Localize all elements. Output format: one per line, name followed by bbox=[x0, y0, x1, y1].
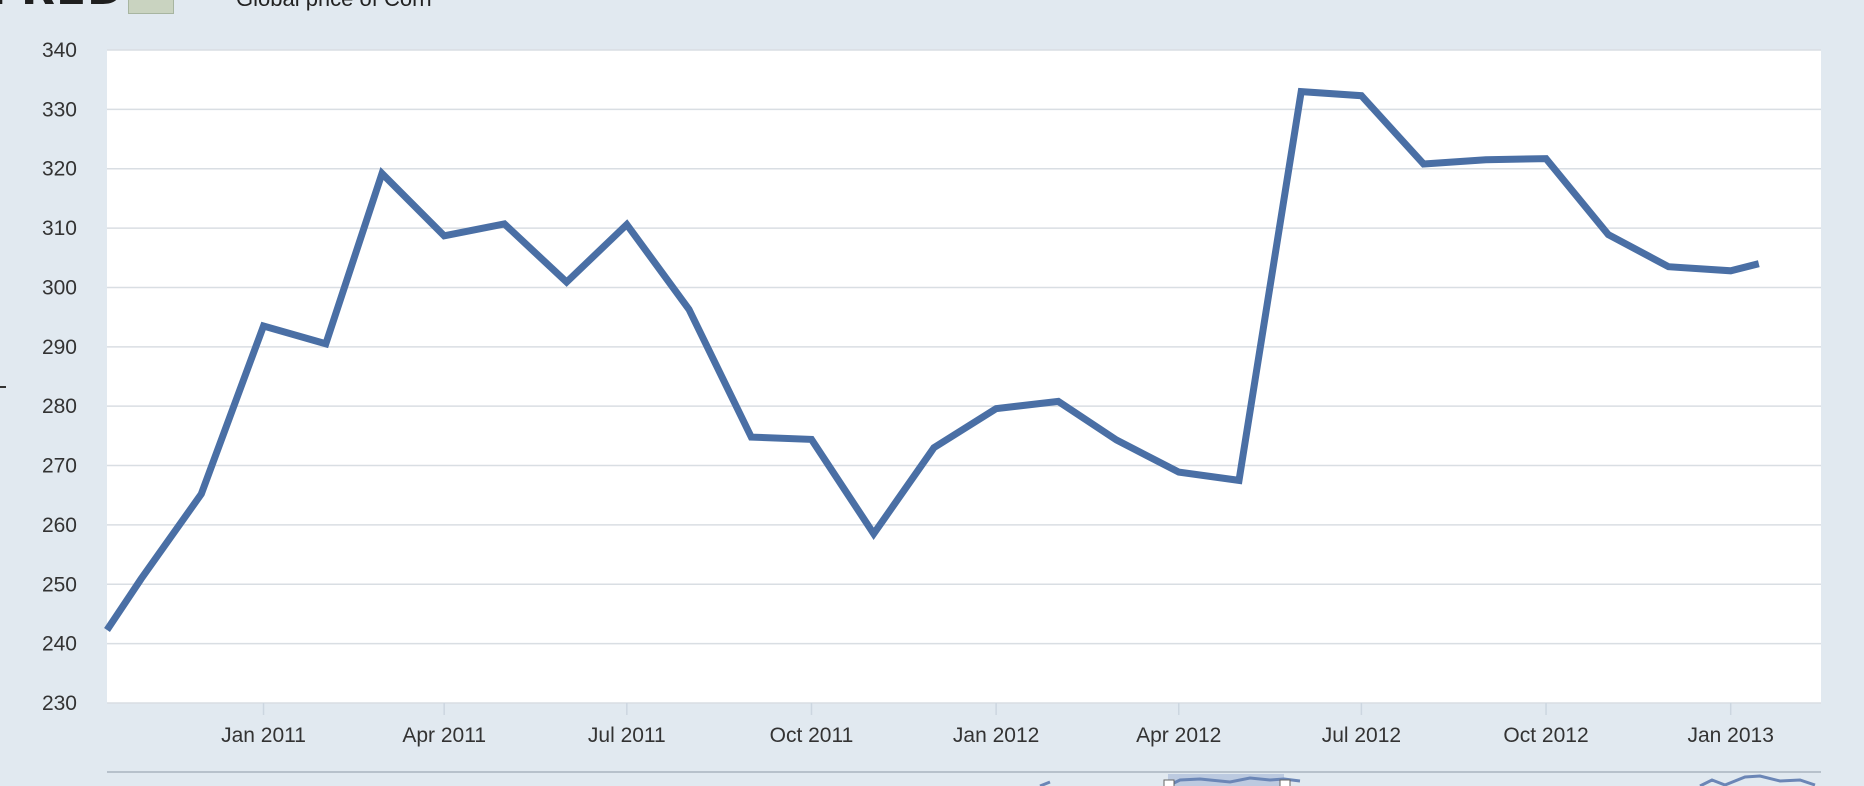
axis-tick-marker bbox=[0, 386, 6, 388]
y-tick-label: 320 bbox=[42, 158, 77, 181]
navigator-right-handle[interactable] bbox=[1279, 779, 1291, 786]
x-tick-label: Jul 2012 bbox=[1322, 724, 1401, 747]
y-tick-label: 290 bbox=[42, 336, 77, 359]
x-tick-label: Oct 2011 bbox=[770, 724, 854, 747]
x-tick-label: Jan 2011 bbox=[221, 724, 306, 747]
navigator-left-handle[interactable] bbox=[1163, 779, 1175, 786]
plot-area bbox=[107, 50, 1821, 703]
y-tick-label: 330 bbox=[42, 98, 77, 121]
y-tick-label: 340 bbox=[42, 39, 77, 62]
y-tick-label: 300 bbox=[42, 276, 77, 299]
fred-logo[interactable]: FRED bbox=[0, 0, 125, 15]
y-tick-label: 270 bbox=[42, 455, 77, 478]
x-tick-label: Oct 2012 bbox=[1503, 724, 1588, 747]
x-tick-label: Apr 2012 bbox=[1136, 724, 1221, 747]
y-tick-label: 250 bbox=[42, 573, 77, 596]
y-tick-label: 240 bbox=[42, 633, 77, 656]
chart-title: Global price of Corn bbox=[236, 0, 432, 12]
series-line bbox=[104, 87, 1760, 632]
y-tick-label: 260 bbox=[42, 514, 77, 537]
x-tick-label: Jul 2011 bbox=[588, 724, 666, 747]
navigator-preview-line bbox=[1039, 774, 1816, 786]
y-tick-label: 310 bbox=[42, 217, 77, 240]
x-axis-ticks: Jan 2011 Apr 2011 Jul 2011 Oct 2011 Jan 2012… bbox=[221, 703, 1774, 747]
x-tick-label: Jan 2013 bbox=[1687, 724, 1773, 747]
graph-icon bbox=[128, 0, 174, 14]
y-tick-label: 280 bbox=[42, 395, 77, 418]
y-tick-label: 230 bbox=[42, 692, 77, 715]
y-axis-ticks: 230 240 250 260 270 280 290 300 310 320 330 340 bbox=[42, 39, 77, 715]
grid-lines bbox=[107, 49, 1821, 704]
x-tick-label: Apr 2011 bbox=[402, 724, 486, 747]
x-tick-label: Jan 2012 bbox=[953, 724, 1039, 747]
